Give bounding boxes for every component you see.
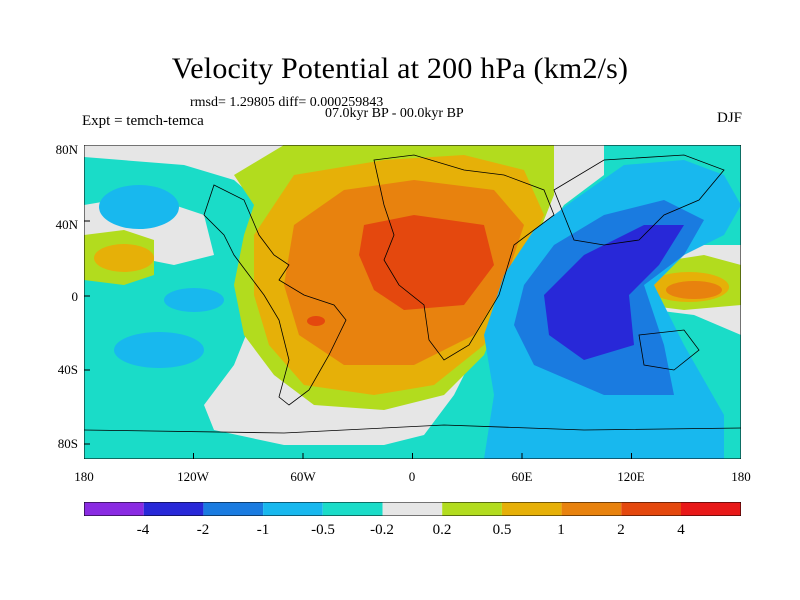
colorbar-bin-6	[442, 502, 502, 516]
lat-label-40n: 40N	[55, 217, 78, 232]
colorbar-bin-8	[561, 502, 622, 516]
colorbar-label: 2	[617, 522, 625, 538]
experiment-label: Expt = temch-temca	[82, 113, 204, 129]
colorbar-bin-0	[84, 502, 144, 516]
axis-ticks	[84, 145, 632, 459]
lat-label-80n: 80N	[55, 142, 78, 157]
asia-coast	[553, 154, 725, 246]
lon-label-60w: 60W	[290, 469, 316, 484]
australia-coast	[638, 329, 700, 371]
colorbar	[84, 502, 741, 516]
colorbar-bin-3	[263, 502, 323, 516]
velocity-potential-map	[84, 145, 741, 459]
colorbar-label: -4	[136, 522, 150, 538]
lon-label-180w: 180	[74, 469, 94, 484]
colorbar-label: -2	[196, 522, 210, 538]
colorbar-bin-5	[382, 502, 443, 516]
stats-subtitle: rmsd= 1.29805 diff= 0.000259843	[190, 95, 384, 110]
period-subtitle: 07.0kyr BP - 00.0kyr BP	[325, 106, 464, 121]
field-darkblue-indian	[544, 225, 684, 360]
field-lightblue-2	[114, 332, 204, 368]
lon-label-0: 0	[408, 469, 416, 484]
field-orange-pacific-e	[666, 281, 722, 299]
field-redorange-southamerica	[307, 316, 325, 326]
season-label: DJF	[716, 110, 742, 126]
colorbar-bin-9	[621, 502, 681, 516]
lon-label-120w: 120W	[177, 469, 209, 484]
americas-coast	[203, 184, 347, 406]
colorbar-label: 4	[677, 522, 685, 538]
antarctica-coast	[84, 424, 741, 434]
colorbar-bin-1	[143, 502, 204, 516]
coastlines	[84, 154, 741, 434]
lon-label-120e: 120E	[617, 469, 645, 484]
lon-label-60e: 60E	[511, 469, 533, 484]
colorbar-label: -0.2	[370, 522, 394, 538]
lat-label-0: 0	[71, 289, 79, 304]
field-gold-pacific-w	[94, 244, 154, 272]
colorbar-label: -0.5	[311, 522, 335, 538]
field-lightblue-3	[164, 288, 224, 312]
colorbar-label: -1	[256, 522, 270, 538]
colorbar-bin-4	[322, 502, 383, 516]
colorbar-label: 0.5	[492, 522, 512, 538]
colorbar-bin-7	[501, 502, 562, 516]
colorbar-bin-2	[203, 502, 264, 516]
africa-eurasia-coast	[373, 154, 555, 361]
colorbar-label: 1	[557, 522, 565, 538]
lat-label-80s: 80S	[57, 436, 78, 451]
lon-label-180e: 180	[731, 469, 751, 484]
field-lightblue-1	[99, 185, 179, 229]
colorbar-bin-10	[681, 502, 741, 516]
lat-label-40s: 40S	[57, 362, 78, 377]
colorbar-label: 0.2	[432, 522, 452, 538]
chart-title: Velocity Potential at 200 hPa (km2/s)	[171, 52, 629, 85]
